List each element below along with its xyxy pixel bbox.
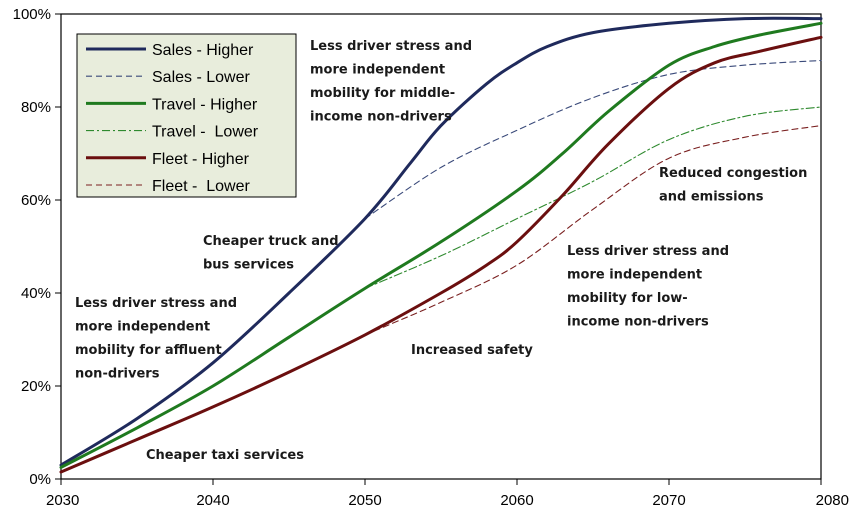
annotation: Reduced congestion and emissions xyxy=(659,166,807,205)
x-tick-label: 2060 xyxy=(500,492,533,509)
annotation: Increased safety xyxy=(411,343,533,358)
y-tick-label: 80% xyxy=(21,99,51,116)
x-tick-label: 2080 xyxy=(816,492,849,509)
annotation-line: income non-drivers xyxy=(567,315,709,330)
annotation: Cheaper truck and bus services xyxy=(203,234,339,273)
annotation-line: and emissions xyxy=(659,190,764,205)
x-tick-label: 2040 xyxy=(196,492,229,509)
chart-annotations: Less driver stress and more independent mo… xyxy=(75,39,807,463)
annotation-line: bus services xyxy=(203,258,294,273)
x-tick-label: 2070 xyxy=(652,492,685,509)
series-line-travel-lower xyxy=(364,106,822,289)
annotation-line: mobility for low- xyxy=(567,291,688,306)
annotation-line: Less driver stress and xyxy=(567,244,729,259)
y-tick-label: 20% xyxy=(21,378,51,395)
annotation-line: more independent xyxy=(75,320,210,335)
series-line-sales-lower xyxy=(364,59,822,220)
annotation: Less driver stress and more independent mo… xyxy=(75,296,237,382)
chart-axes: 0% 20% 40% 60% 80% 100% 2030 2040 2050 2060 2070 20… xyxy=(13,6,849,509)
x-tick-label: 2050 xyxy=(348,492,381,509)
annotation-line: Increased safety xyxy=(411,343,533,358)
annotation-line: Cheaper taxi services xyxy=(146,448,304,463)
y-tick-label: 0% xyxy=(29,471,51,488)
legend-label: Travel - Lower xyxy=(152,124,259,141)
series-line-fleet-lower xyxy=(364,125,822,336)
legend-label: Fleet - Higher xyxy=(152,151,250,168)
annotation: Cheaper taxi services xyxy=(146,448,304,463)
annotation-line: non-drivers xyxy=(75,367,160,382)
annotation-line: more independent xyxy=(567,268,702,283)
y-tick-label: 40% xyxy=(21,285,51,302)
plot-frame xyxy=(60,13,822,480)
annotation-line: more independent xyxy=(310,63,445,78)
annotation-line: Less driver stress and xyxy=(75,296,237,311)
annotation: Less driver stress and more independent mo… xyxy=(567,244,729,330)
annotation-line: income non-drivers xyxy=(310,110,452,125)
annotation-line: Cheaper truck and xyxy=(203,234,339,249)
series-line-fleet-higher xyxy=(59,35,823,474)
series-line-travel-higher xyxy=(59,21,823,469)
series-line-sales-higher xyxy=(59,16,823,467)
annotation: Less driver stress and more independent mo… xyxy=(310,39,472,125)
legend-label: Sales - Higher xyxy=(152,42,254,59)
annotation-line: Reduced congestion xyxy=(659,166,807,181)
legend-box xyxy=(76,33,297,198)
annotation-line: Less driver stress and xyxy=(310,39,472,54)
y-tick-label: 100% xyxy=(13,6,51,23)
y-tick-label: 60% xyxy=(21,192,51,209)
x-tick-label: 2030 xyxy=(46,492,79,509)
annotation-line: mobility for affluent xyxy=(75,343,222,358)
annotation-line: mobility for middle- xyxy=(310,86,455,101)
series-layer xyxy=(59,16,823,474)
legend-label: Sales - Lower xyxy=(152,69,250,86)
legend-label: Fleet - Lower xyxy=(152,178,250,195)
legend-label: Travel - Higher xyxy=(152,96,258,113)
chart-legend: Sales - Higher Sales - Lower Travel - High… xyxy=(76,33,297,198)
